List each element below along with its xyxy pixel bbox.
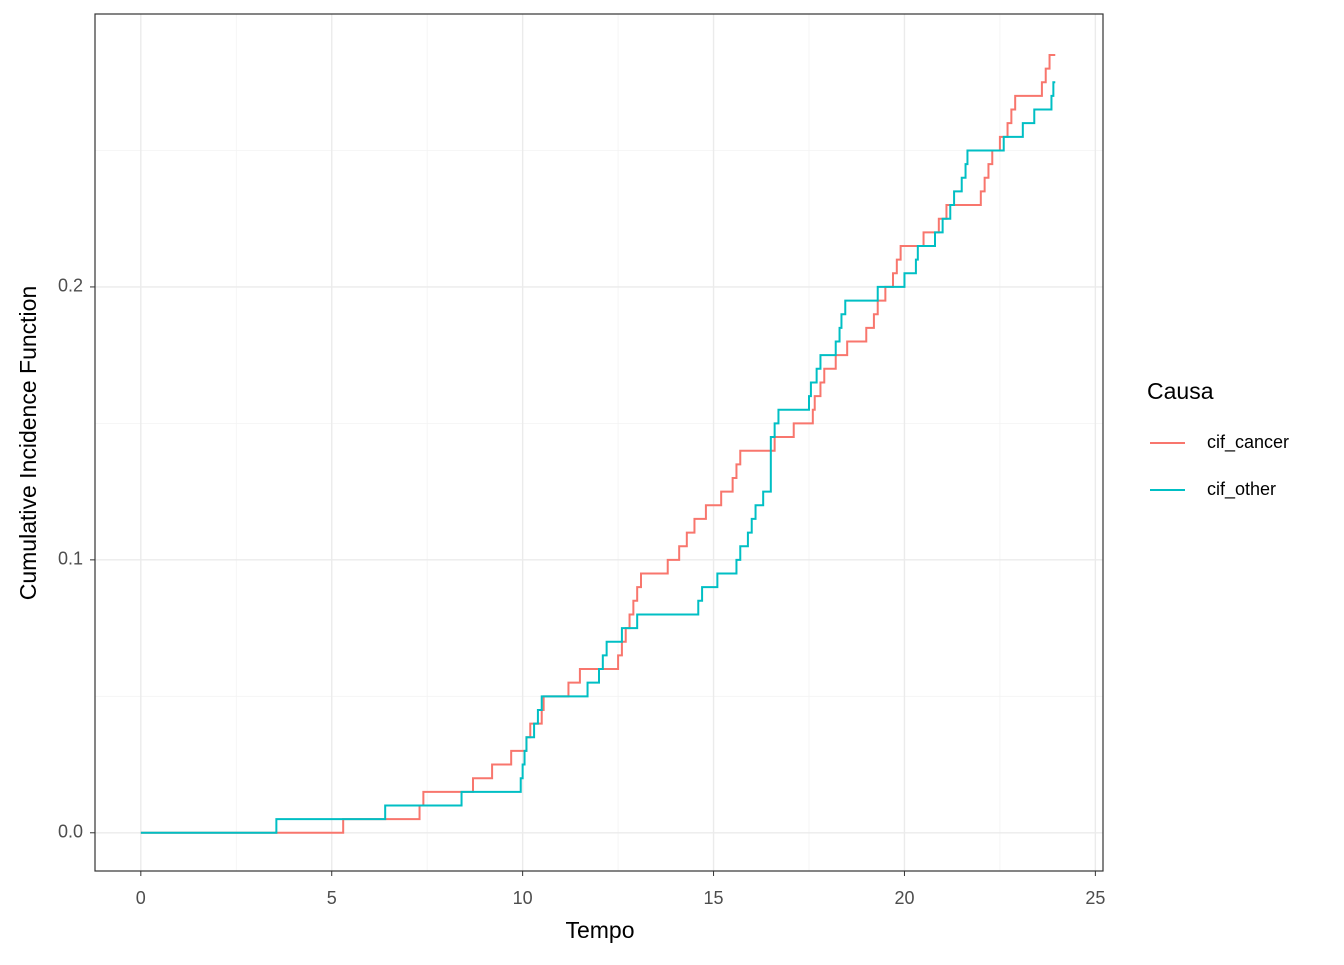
y-tick-label: 0.0	[58, 822, 83, 842]
step-line	[140, 53, 1056, 834]
x-axis-title: Tempo	[565, 917, 634, 943]
x-tick-label: 25	[1085, 888, 1105, 908]
step-line	[140, 81, 1056, 834]
x-tick-label: 5	[327, 888, 337, 908]
x-tick-label: 20	[894, 888, 914, 908]
y-tick-label: 0.1	[58, 549, 83, 569]
legend-label: cif_cancer	[1207, 432, 1289, 453]
legend-title: Causa	[1147, 378, 1214, 404]
y-axis-title: Cumulative Incidence Function	[15, 286, 41, 601]
x-tick-label: 10	[513, 888, 533, 908]
x-tick-label: 0	[136, 888, 146, 908]
legend-label: cif_other	[1207, 479, 1276, 500]
panel-border	[94, 13, 1104, 872]
y-tick-label: 0.2	[58, 276, 83, 296]
x-tick-label: 15	[704, 888, 724, 908]
